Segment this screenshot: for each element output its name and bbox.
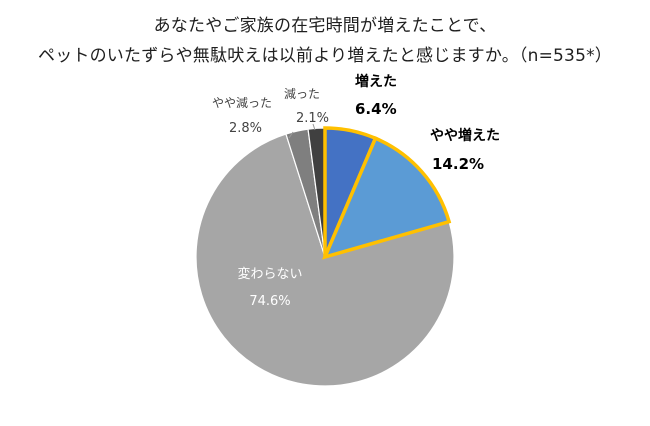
slice-value-減った: 2.1% [296,111,329,126]
slice-value-やや増えた: 14.2% [432,155,484,173]
leader-line-1 [312,123,316,131]
pie-slice-やや増えた [321,135,452,260]
slice-label-増えた: 増えた [355,73,397,90]
pie-slice-変わらない [195,133,455,387]
slice-label-変わらない: 変わらない [237,266,302,282]
slice-value-やや減った: 2.8% [229,121,262,136]
leader-line-0 [288,131,294,139]
chart-title-line-1: あなたやご家族の在宅時間が増えたことで、 [153,16,497,36]
slice-value-変わらない: 74.6% [249,294,290,309]
slice-label-減った: 減った [284,86,320,101]
slice-label-やや減った: やや減った [212,95,272,110]
chart-title-line-2: ペットのいたずらや無駄吠えは以前より増えたと感じますか。（n=535*） [38,46,612,66]
slice-label-やや増えた: やや増えた [430,127,500,144]
slice-value-増えた: 6.4% [355,100,397,118]
